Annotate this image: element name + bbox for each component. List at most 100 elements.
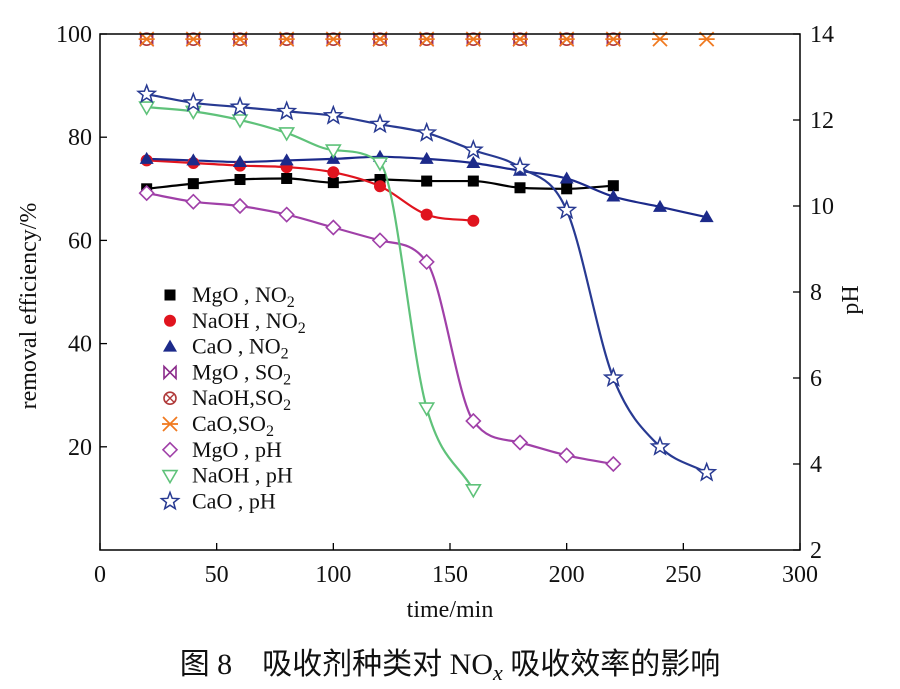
legend-label-mgo-no2: MgO , NO2 — [192, 282, 295, 311]
legend-marker-naoh-no2 — [164, 314, 176, 327]
point-cao-no2 — [699, 210, 714, 223]
legend-marker-naoh-ph — [161, 469, 179, 485]
point-mgo-ph — [138, 184, 155, 202]
x-tick-label: 100 — [315, 562, 351, 588]
point-mgo-ph — [371, 232, 389, 249]
point-mgo-no2 — [421, 175, 433, 187]
y-left-tick-label: 20 — [68, 435, 92, 461]
point-mgo-no2 — [281, 172, 293, 184]
point-mgo-no2 — [327, 177, 339, 189]
point-mgo-no2 — [467, 175, 479, 187]
point-naoh-no2 — [327, 166, 340, 179]
y-right-tick-label: 6 — [810, 366, 822, 392]
legend-label-naoh-no2: NaOH , NO2 — [192, 308, 306, 337]
y-axis-right-title: pH — [838, 285, 864, 314]
point-cao-ph — [602, 366, 624, 388]
point-cao-ph — [369, 113, 391, 134]
point-cao-no2 — [606, 189, 621, 202]
series-line-mgo-ph — [146, 192, 614, 466]
legend-label-cao-so2: CaO,SO2 — [192, 411, 274, 440]
point-mgo-ph — [278, 206, 295, 223]
legend-label-main: CaO , pH — [192, 488, 276, 513]
y-left-tick-label: 100 — [56, 22, 92, 48]
legend-label-subscript: 2 — [283, 397, 291, 414]
legend-label-subscript: 2 — [283, 371, 291, 388]
point-mgo-no2 — [514, 182, 526, 194]
legend-label-subscript: 2 — [298, 320, 306, 337]
point-naoh-ph — [138, 101, 156, 116]
legend-marker-mgo-no2 — [164, 289, 176, 301]
legend-label-main: NaOH , pH — [192, 463, 293, 488]
legend-label-main: MgO , NO — [192, 282, 287, 307]
point-cao-ph — [322, 104, 344, 125]
x-axis-title: time/min — [407, 597, 494, 623]
point-mgo-no2 — [187, 178, 199, 190]
legend-marker-cao-ph — [159, 490, 181, 511]
caption-tail: 吸收效率的影响 — [503, 648, 721, 681]
y-axis-left-title: removal efficiency/% — [16, 203, 42, 410]
legend-label-mgo-ph: MgO , pH — [192, 437, 282, 462]
point-naoh-ph — [464, 483, 482, 499]
point-cao-ph — [182, 91, 204, 112]
point-mgo-ph — [511, 434, 529, 451]
x-tick-label: 200 — [549, 562, 585, 588]
legend-label-subscript: 2 — [287, 294, 295, 311]
y-left-tick-label: 40 — [68, 332, 92, 358]
legend-label-main: CaO , NO — [192, 334, 281, 359]
legend-label-subscript: 2 — [266, 423, 274, 440]
ticks-layer: 0 50 100 150 200 250 300 20 40 60 80 100 2 4 6 8 10 12 14 — [56, 22, 834, 588]
legend-label-main: CaO,SO — [192, 411, 266, 436]
point-naoh-ph — [418, 402, 436, 417]
caption-main: 图 8 吸收剂种类对 NO — [180, 648, 493, 681]
legend-label-subscript: 2 — [281, 346, 289, 363]
point-cao-no2 — [419, 151, 434, 164]
point-mgo-ph — [418, 253, 435, 271]
point-naoh-ph — [371, 157, 389, 172]
y-right-tick-label: 12 — [810, 108, 834, 134]
legend-label-naoh-ph: NaOH , pH — [192, 463, 293, 488]
point-cao-ph — [509, 156, 531, 177]
point-mgo-no2 — [374, 174, 386, 186]
legend-label-main: MgO , SO — [192, 359, 283, 384]
markers-layer — [136, 31, 718, 499]
y-right-tick-label: 4 — [810, 452, 822, 478]
point-cao-no2 — [653, 199, 667, 212]
point-cao-ph — [462, 138, 484, 160]
legend-label-naoh-so2: NaOH,SO2 — [192, 385, 291, 414]
x-tick-label: 250 — [665, 562, 701, 588]
y-right-tick-label: 8 — [810, 280, 822, 306]
x-tick-label: 300 — [782, 562, 818, 588]
point-cao-no2 — [466, 156, 481, 168]
point-mgo-ph — [185, 193, 202, 210]
point-cao-ph — [136, 83, 158, 104]
point-mgo-no2 — [561, 183, 573, 195]
point-cao-ph — [696, 461, 718, 482]
legend-marker-mgo-ph — [161, 441, 179, 458]
figure-caption: 图 8 吸收剂种类对 NOx 吸收效率的影响 — [180, 648, 721, 685]
legend-marker-cao-so2 — [162, 416, 178, 432]
point-mgo-ph — [325, 219, 342, 236]
point-cao-no2 — [559, 171, 574, 184]
point-cao-no2 — [233, 154, 247, 167]
y-right-tick-label: 10 — [810, 194, 834, 220]
point-cao-no2 — [186, 153, 201, 166]
x-tick-label: 150 — [432, 562, 468, 588]
legend-label-main: MgO , pH — [192, 437, 282, 462]
point-mgo-ph — [558, 447, 575, 464]
y-right-tick-label: 2 — [810, 538, 822, 564]
caption-subscript: x — [492, 660, 503, 685]
legend-label-cao-ph: CaO , pH — [192, 488, 276, 513]
point-naoh-ph — [324, 144, 342, 159]
x-tick-label: 50 — [205, 562, 229, 588]
point-mgo-no2 — [607, 180, 619, 192]
point-naoh-no2 — [420, 208, 433, 221]
point-cao-ph — [556, 199, 578, 220]
x-tick-label: 0 — [94, 562, 106, 588]
legend-label-mgo-so2: MgO , SO2 — [192, 359, 291, 388]
legend-label-main: NaOH,SO — [192, 385, 283, 410]
point-mgo-ph — [231, 197, 249, 215]
y-right-tick-label: 14 — [810, 22, 834, 48]
point-naoh-no2 — [467, 214, 480, 227]
point-cao-ph — [649, 435, 671, 456]
